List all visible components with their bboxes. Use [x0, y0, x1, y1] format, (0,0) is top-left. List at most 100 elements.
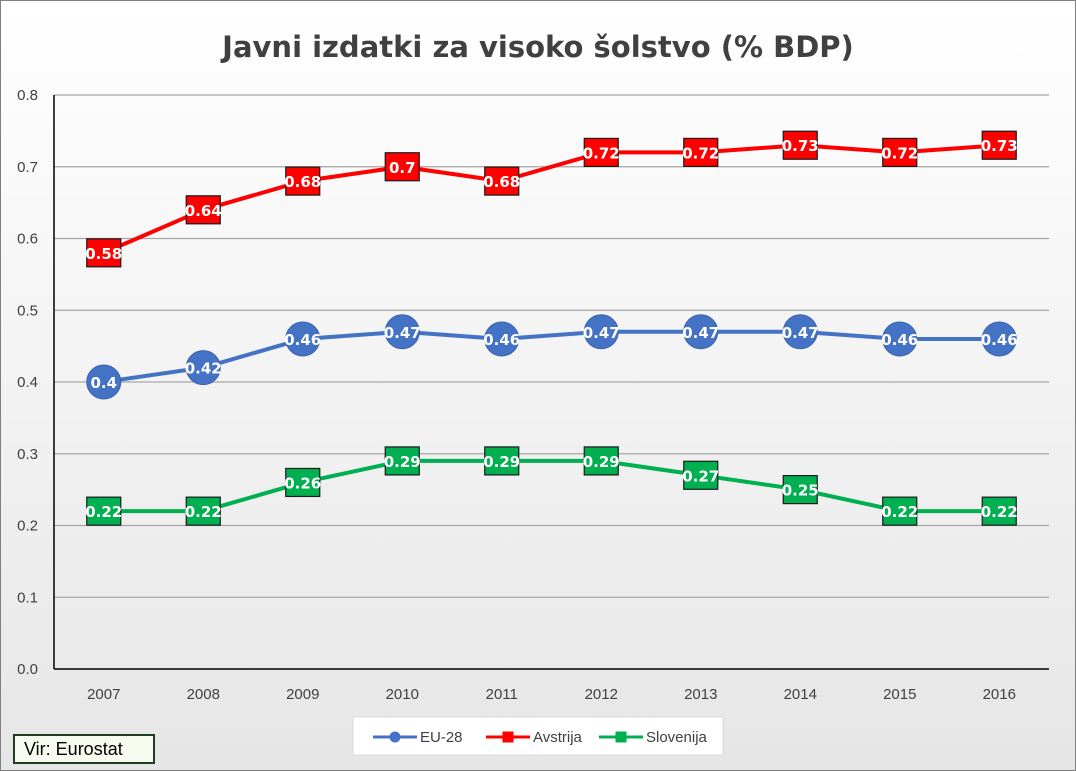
data-point-eu-28: 0.47: [782, 314, 819, 350]
data-marker: [86, 238, 122, 268]
data-label: 0.22: [881, 503, 918, 521]
data-point-avstrija: 0.73: [782, 130, 819, 160]
data-marker: [285, 166, 321, 196]
data-label: 0.26: [284, 474, 321, 492]
y-tick-label: 0.5: [17, 302, 38, 319]
data-label: 0.72: [583, 144, 620, 162]
data-point-eu-28: 0.42: [185, 350, 222, 386]
data-marker: [185, 496, 221, 526]
data-point-slovenija: 0.26: [284, 467, 321, 498]
data-label: 0.47: [384, 324, 421, 342]
data-marker: [683, 460, 719, 490]
data-marker: [882, 137, 918, 167]
data-label: 0.46: [284, 331, 321, 349]
data-marker: [484, 446, 520, 476]
data-marker: [981, 321, 1017, 357]
x-tick-label: 2009: [286, 686, 319, 703]
series-layer: 0.40.420.46 0.47 0.46 0.47 0.47 0.47 0.46 0.460…: [85, 130, 1018, 526]
legend-item-eu-28: EU-28: [373, 729, 463, 746]
legend-item-slovenija: Slovenija: [599, 729, 708, 746]
data-label: 0.22: [981, 503, 1018, 521]
data-label: 0.22: [85, 503, 122, 521]
data-marker: [484, 321, 520, 357]
legend-marker: [502, 731, 514, 743]
data-label: 0.73: [782, 137, 819, 155]
data-marker: [583, 314, 619, 350]
data-point-avstrija: 0.68: [483, 166, 520, 196]
series-line-avstrija: [102, 143, 1000, 255]
legend-label: EU-28: [420, 729, 463, 746]
data-marker: [782, 130, 818, 160]
data-point-slovenija: 0.22: [981, 496, 1018, 526]
data-marker: [185, 350, 221, 386]
data-point-eu-28: 0.47: [583, 314, 620, 350]
data-point-eu-28: 0.46: [981, 321, 1018, 357]
source-note: Vir: Eurostat: [13, 734, 155, 764]
data-point-avstrija: 0.72: [583, 137, 620, 167]
x-tick-label: 2008: [187, 686, 220, 703]
y-tick-label: 0.1: [17, 589, 38, 606]
series-avstrija: 0.58 0.64 0.68 0.7 0.68 0.72 0.72 0.73 0.72 0.73: [85, 130, 1018, 268]
data-point-slovenija: 0.22: [85, 496, 122, 526]
data-label: 0.29: [483, 453, 520, 471]
data-label: 0.68: [483, 173, 520, 191]
data-point-eu-28: 0.46: [284, 321, 321, 357]
data-point-avstrija: 0.7: [384, 152, 420, 182]
y-tick-label: 0.7: [17, 159, 38, 176]
data-marker: [285, 321, 321, 357]
legend: EU-28 Avstrija Slovenija: [352, 716, 724, 756]
data-point-eu-28: 0.46: [483, 321, 520, 357]
data-marker: [384, 314, 420, 350]
data-marker: [484, 166, 520, 196]
data-marker: [882, 321, 918, 357]
data-label: 0.47: [682, 324, 719, 342]
x-tick-label: 2014: [784, 686, 817, 703]
data-point-slovenija: 0.27: [682, 460, 719, 490]
data-label: 0.72: [881, 144, 918, 162]
data-label: 0.46: [483, 331, 520, 349]
x-tick-label: 2010: [386, 686, 419, 703]
data-marker: [86, 496, 122, 526]
data-label: 0.46: [881, 331, 918, 349]
data-point-eu-28: 0.47: [384, 314, 421, 350]
data-point-avstrija: 0.72: [682, 137, 719, 167]
data-label: 0.47: [782, 324, 819, 342]
data-marker: [683, 137, 719, 167]
data-marker: [981, 130, 1017, 160]
data-marker: [782, 475, 818, 505]
data-label: 0.22: [185, 503, 222, 521]
y-tick-label: 0.6: [17, 231, 38, 248]
data-point-slovenija: 0.29: [384, 446, 421, 476]
data-marker: [882, 496, 918, 526]
data-label: 0.68: [284, 173, 321, 191]
x-tick-label: 2007: [87, 686, 120, 703]
data-point-avstrija: 0.58: [85, 238, 122, 268]
y-tick-label: 0.8: [17, 87, 38, 104]
y-tick-label: 0.2: [17, 518, 38, 535]
data-point-eu-28: 0.47: [682, 314, 719, 350]
data-point-slovenija: 0.22: [881, 496, 918, 526]
data-point-avstrija: 0.68: [284, 166, 321, 196]
data-point-eu-28: 0.4: [86, 364, 122, 400]
data-label: 0.29: [583, 453, 620, 471]
data-label: 0.27: [682, 467, 719, 485]
data-label: 0.4: [90, 374, 117, 392]
data-point-avstrija: 0.72: [881, 137, 918, 167]
data-marker: [86, 364, 122, 400]
series-eu-28: 0.4 0.42 0.46 0.47 0.46 0.47 0.47 0.47 0.46 0.46: [86, 314, 1018, 400]
data-point-avstrija: 0.73: [981, 130, 1018, 160]
data-marker: [782, 314, 818, 350]
data-label: 0.47: [583, 324, 620, 342]
legend-marker: [389, 731, 401, 743]
data-marker: [285, 467, 321, 498]
data-label: 0.46: [981, 331, 1018, 349]
legend-marker: [615, 731, 627, 743]
data-label: 0.42: [185, 360, 222, 378]
data-point-slovenija: 0.29: [483, 446, 520, 476]
data-marker: [583, 137, 619, 167]
x-tick-label: 2011: [486, 686, 518, 703]
data-marker: [683, 314, 719, 350]
x-tick-label: 2015: [883, 686, 916, 703]
data-marker: [583, 446, 619, 476]
